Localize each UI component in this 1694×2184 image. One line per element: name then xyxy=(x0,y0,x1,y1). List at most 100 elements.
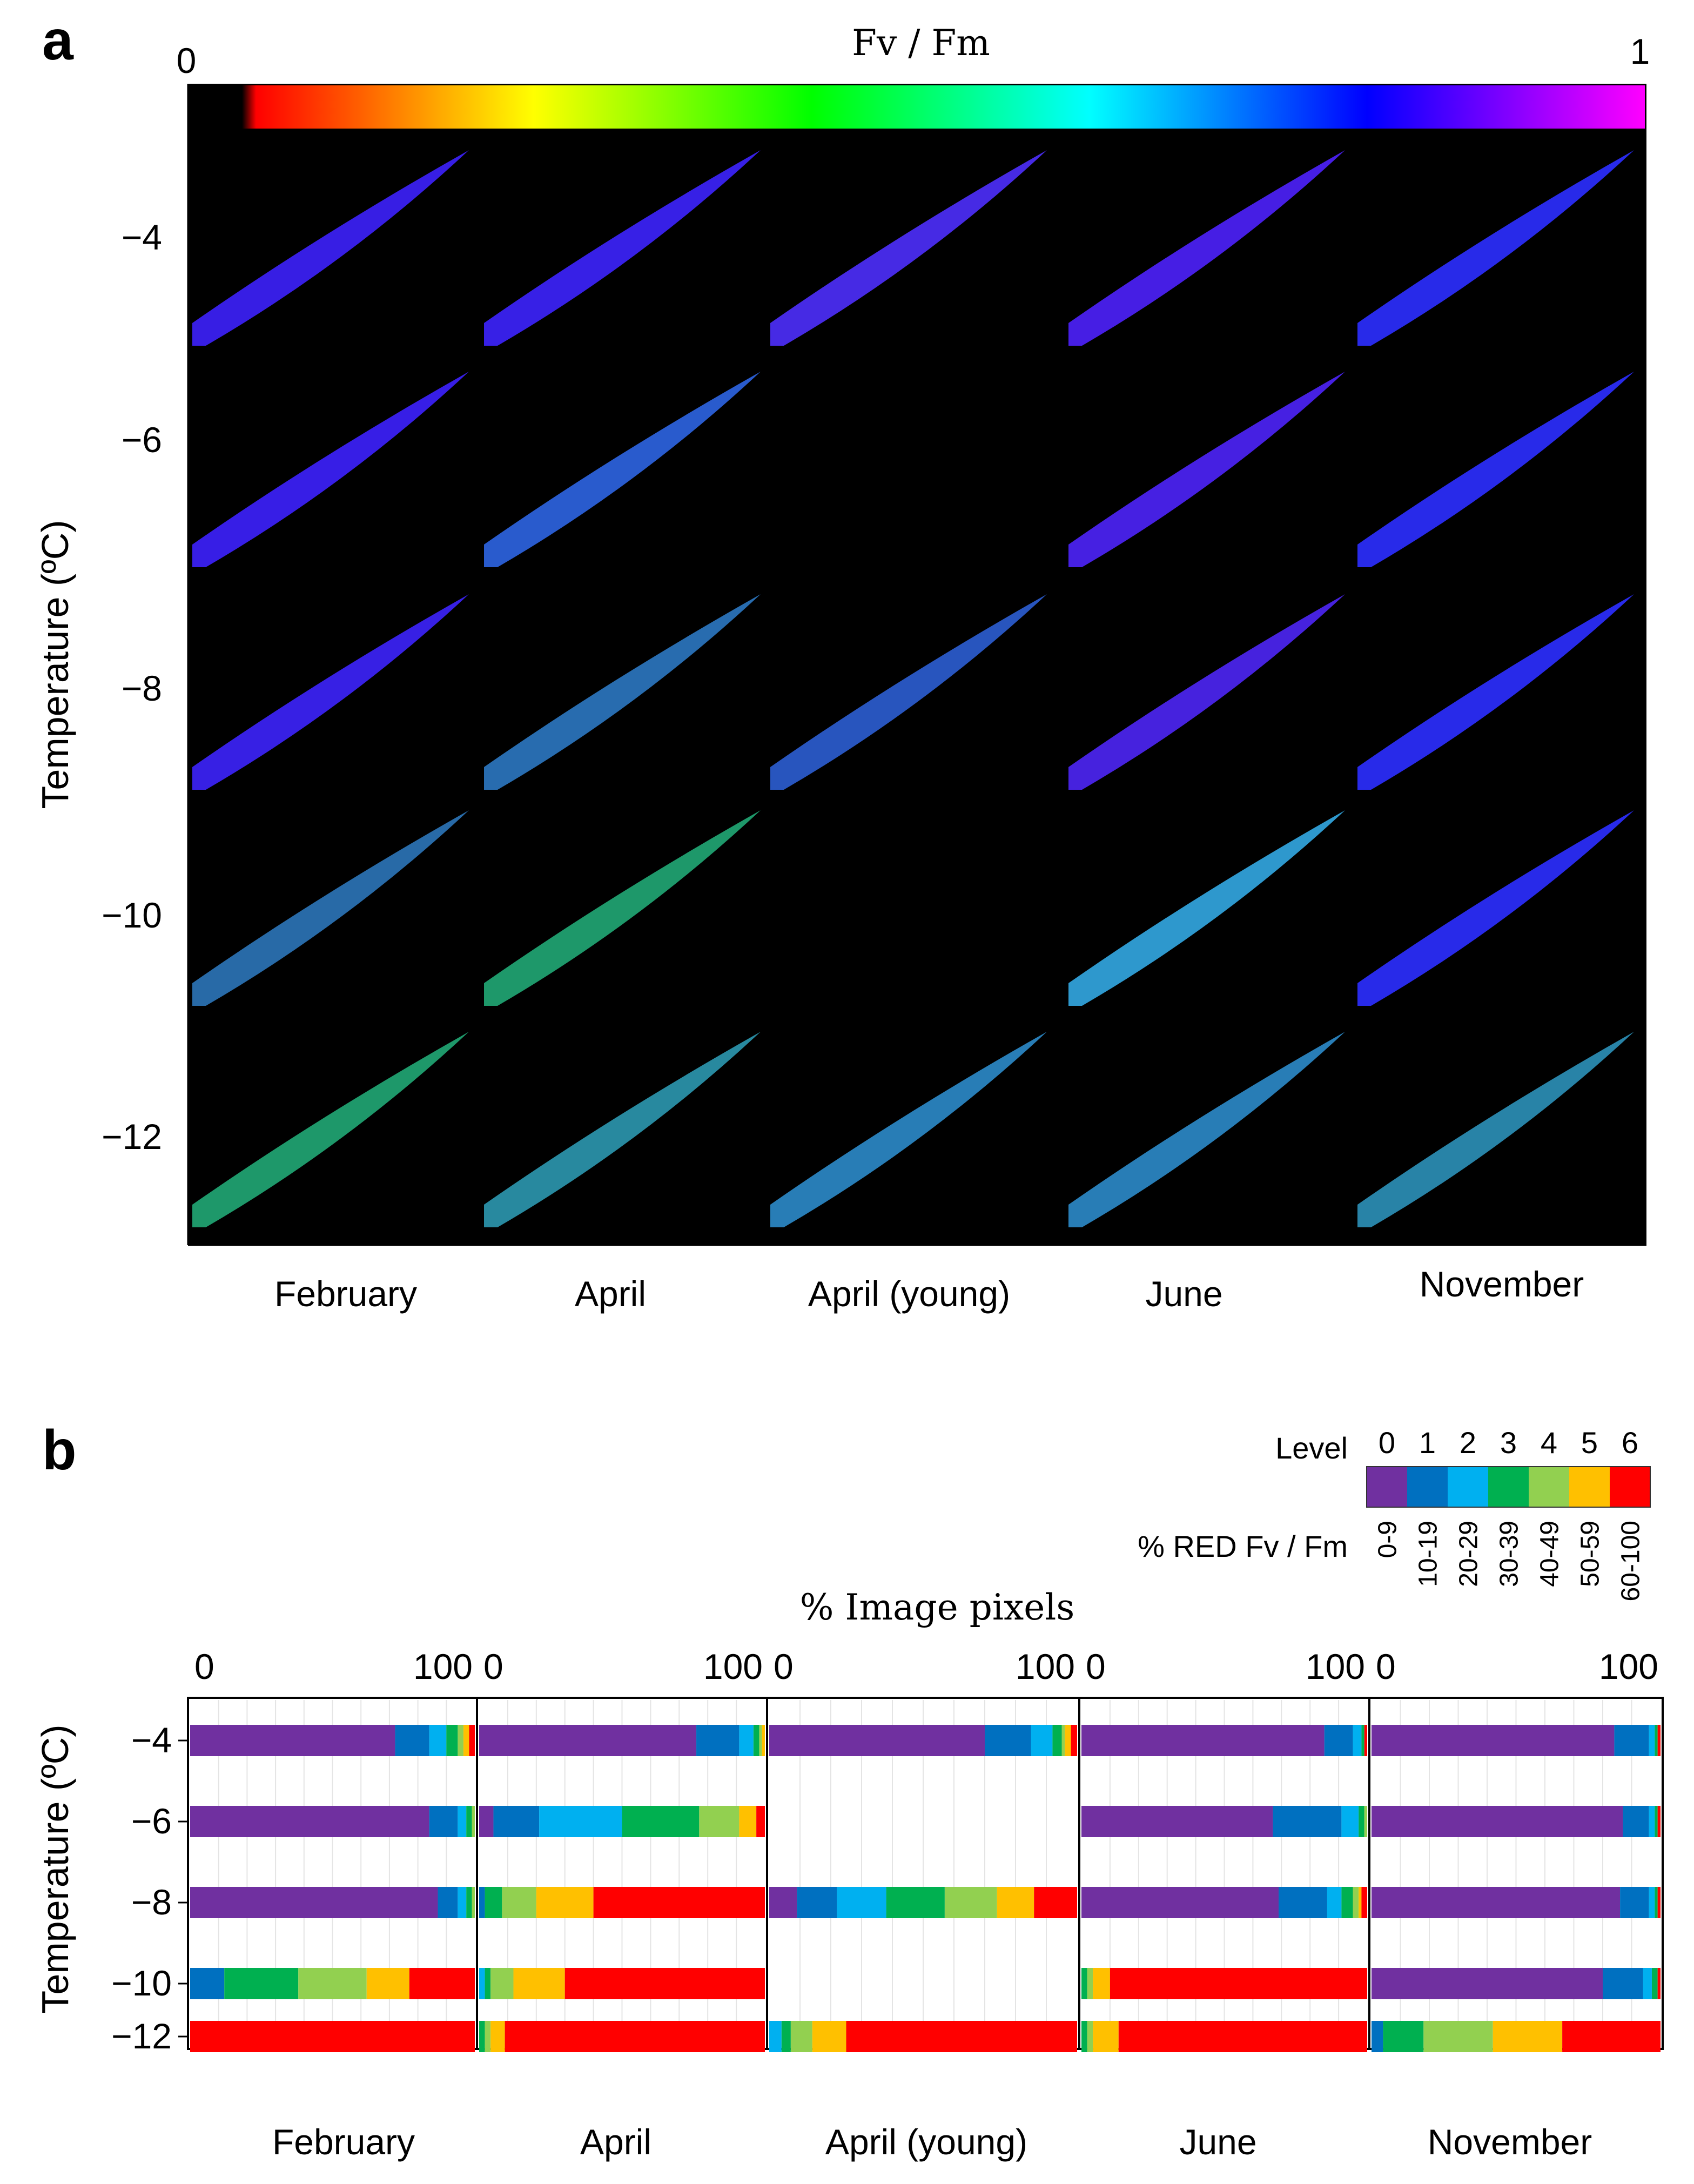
legend-range-label: 40-49 xyxy=(1536,1521,1564,1587)
month-label: April xyxy=(580,2122,651,2162)
bar-segment xyxy=(769,1725,985,1756)
x-tick-label: 0 xyxy=(194,1647,214,1686)
month-label: April xyxy=(575,1274,646,1314)
legend-swatch xyxy=(1529,1467,1569,1507)
x-tick-label: 100 xyxy=(1016,1647,1075,1686)
bar-segment xyxy=(1623,1806,1649,1837)
x-tick-label: 0 xyxy=(1376,1647,1396,1686)
bar-segment xyxy=(1359,1887,1362,1918)
bar-segment xyxy=(472,1806,475,1837)
level-legend: Level % RED Fv / Fm 0 0-9 1 10-19 2 20-29 3 30-… xyxy=(1138,1426,1651,1601)
leaf-image xyxy=(484,150,761,346)
bar-segment xyxy=(190,1806,429,1837)
panel-b-bars xyxy=(190,1725,1661,2052)
bar-segment xyxy=(985,1725,1031,1756)
bar-segment xyxy=(1372,1887,1621,1918)
bar-segment xyxy=(466,1806,472,1837)
legend-range-label: 0-9 xyxy=(1374,1521,1402,1558)
bar-segment xyxy=(190,1887,438,1918)
month-label: April (young) xyxy=(808,1274,1010,1314)
bar-segment xyxy=(1087,1968,1093,1999)
y-tick-label: −8 xyxy=(122,668,162,708)
bar-segment xyxy=(1087,2021,1093,2052)
bar-segment xyxy=(539,1806,622,1837)
bar-segment xyxy=(739,1725,754,1756)
month-label: November xyxy=(1428,2122,1592,2162)
bar-segment xyxy=(997,1887,1034,1918)
bar-segment xyxy=(1361,1725,1364,1756)
y-tick-label: −4 xyxy=(122,217,162,257)
legend-range-label: 20-29 xyxy=(1455,1521,1483,1587)
bar-segment xyxy=(1034,1887,1077,1918)
bar-segment xyxy=(485,1887,502,1918)
bar-segment xyxy=(513,1968,565,1999)
bar-segment xyxy=(769,2021,782,2052)
x-tick-label: 100 xyxy=(413,1647,473,1686)
bar-segment xyxy=(429,1806,458,1837)
leaf-image xyxy=(192,1032,469,1227)
bar-segment xyxy=(395,1725,429,1756)
bar-segment xyxy=(781,2021,791,2052)
leaf-image xyxy=(1068,1032,1345,1227)
y-tick-label: −12 xyxy=(111,2016,172,2056)
panel-b-x-title: % Image pixels xyxy=(800,1587,1075,1628)
bar-segment xyxy=(493,1806,540,1837)
bar-segment xyxy=(446,1725,458,1756)
bar-segment xyxy=(1327,1887,1342,1918)
leaf-image xyxy=(1357,150,1634,346)
bar-segment xyxy=(837,1887,886,1918)
colorbar-max-label: 1 xyxy=(1630,31,1650,71)
legend-subtitle: % RED Fv / Fm xyxy=(1138,1529,1348,1563)
legend-level-number: 5 xyxy=(1581,1426,1598,1460)
legend-level-number: 0 xyxy=(1379,1426,1395,1460)
legend-swatch xyxy=(1610,1467,1650,1507)
bar-segment xyxy=(224,1968,299,1999)
bar-segment xyxy=(1649,1725,1655,1756)
bar-segment xyxy=(479,1725,697,1756)
bar-segment xyxy=(469,1725,475,1756)
bar-segment xyxy=(762,1725,765,1756)
bar-segment xyxy=(1562,2021,1661,2052)
leaf-image xyxy=(192,810,469,1006)
leaf-image xyxy=(770,150,1047,346)
leaf-image xyxy=(1357,594,1634,790)
legend-level-number: 4 xyxy=(1541,1426,1557,1460)
bar-segment xyxy=(1361,1887,1367,1918)
bar-segment xyxy=(1324,1725,1353,1756)
bar-segment xyxy=(466,1887,472,1918)
bar-segment xyxy=(1423,2021,1493,2052)
bar-segment xyxy=(1093,2021,1119,2052)
bar-segment xyxy=(1341,1887,1353,1918)
panel-a-month-labels: February April April (young) June November xyxy=(274,1264,1584,1314)
x-tick-label: 100 xyxy=(1599,1647,1658,1686)
bar-segment xyxy=(1081,2021,1087,2052)
bar-segment xyxy=(438,1887,458,1918)
bar-segment xyxy=(1372,2021,1383,2052)
bar-segment xyxy=(1071,1725,1077,1756)
leaf-image xyxy=(1357,810,1634,1006)
bar-segment xyxy=(1620,1887,1649,1918)
y-tick-label: −6 xyxy=(131,1801,172,1841)
bar-segment xyxy=(1081,1806,1273,1837)
month-label: February xyxy=(274,1274,417,1314)
legend-range-label: 60-100 xyxy=(1617,1521,1645,1601)
leaf-image xyxy=(1068,150,1345,346)
leaf-image-grid xyxy=(188,84,1646,1245)
leaf-image xyxy=(770,1032,1047,1227)
bar-segment xyxy=(190,1725,395,1756)
leaf-image xyxy=(1357,372,1634,567)
bar-segment xyxy=(1364,1806,1367,1837)
legend-level-number: 3 xyxy=(1500,1426,1517,1460)
bar-segment xyxy=(696,1725,740,1756)
legend-title: Level xyxy=(1275,1431,1348,1465)
bar-segment xyxy=(1118,2021,1367,2052)
bar-segment xyxy=(190,1968,225,1999)
bar-segment xyxy=(622,1806,700,1837)
bar-segment xyxy=(1649,1887,1655,1918)
bar-segment xyxy=(479,1806,494,1837)
leaf-image xyxy=(192,594,469,790)
legend-swatch xyxy=(1569,1467,1610,1507)
leaf-image xyxy=(484,1032,761,1227)
bar-segment xyxy=(479,1887,485,1918)
bar-segment xyxy=(1081,1725,1325,1756)
